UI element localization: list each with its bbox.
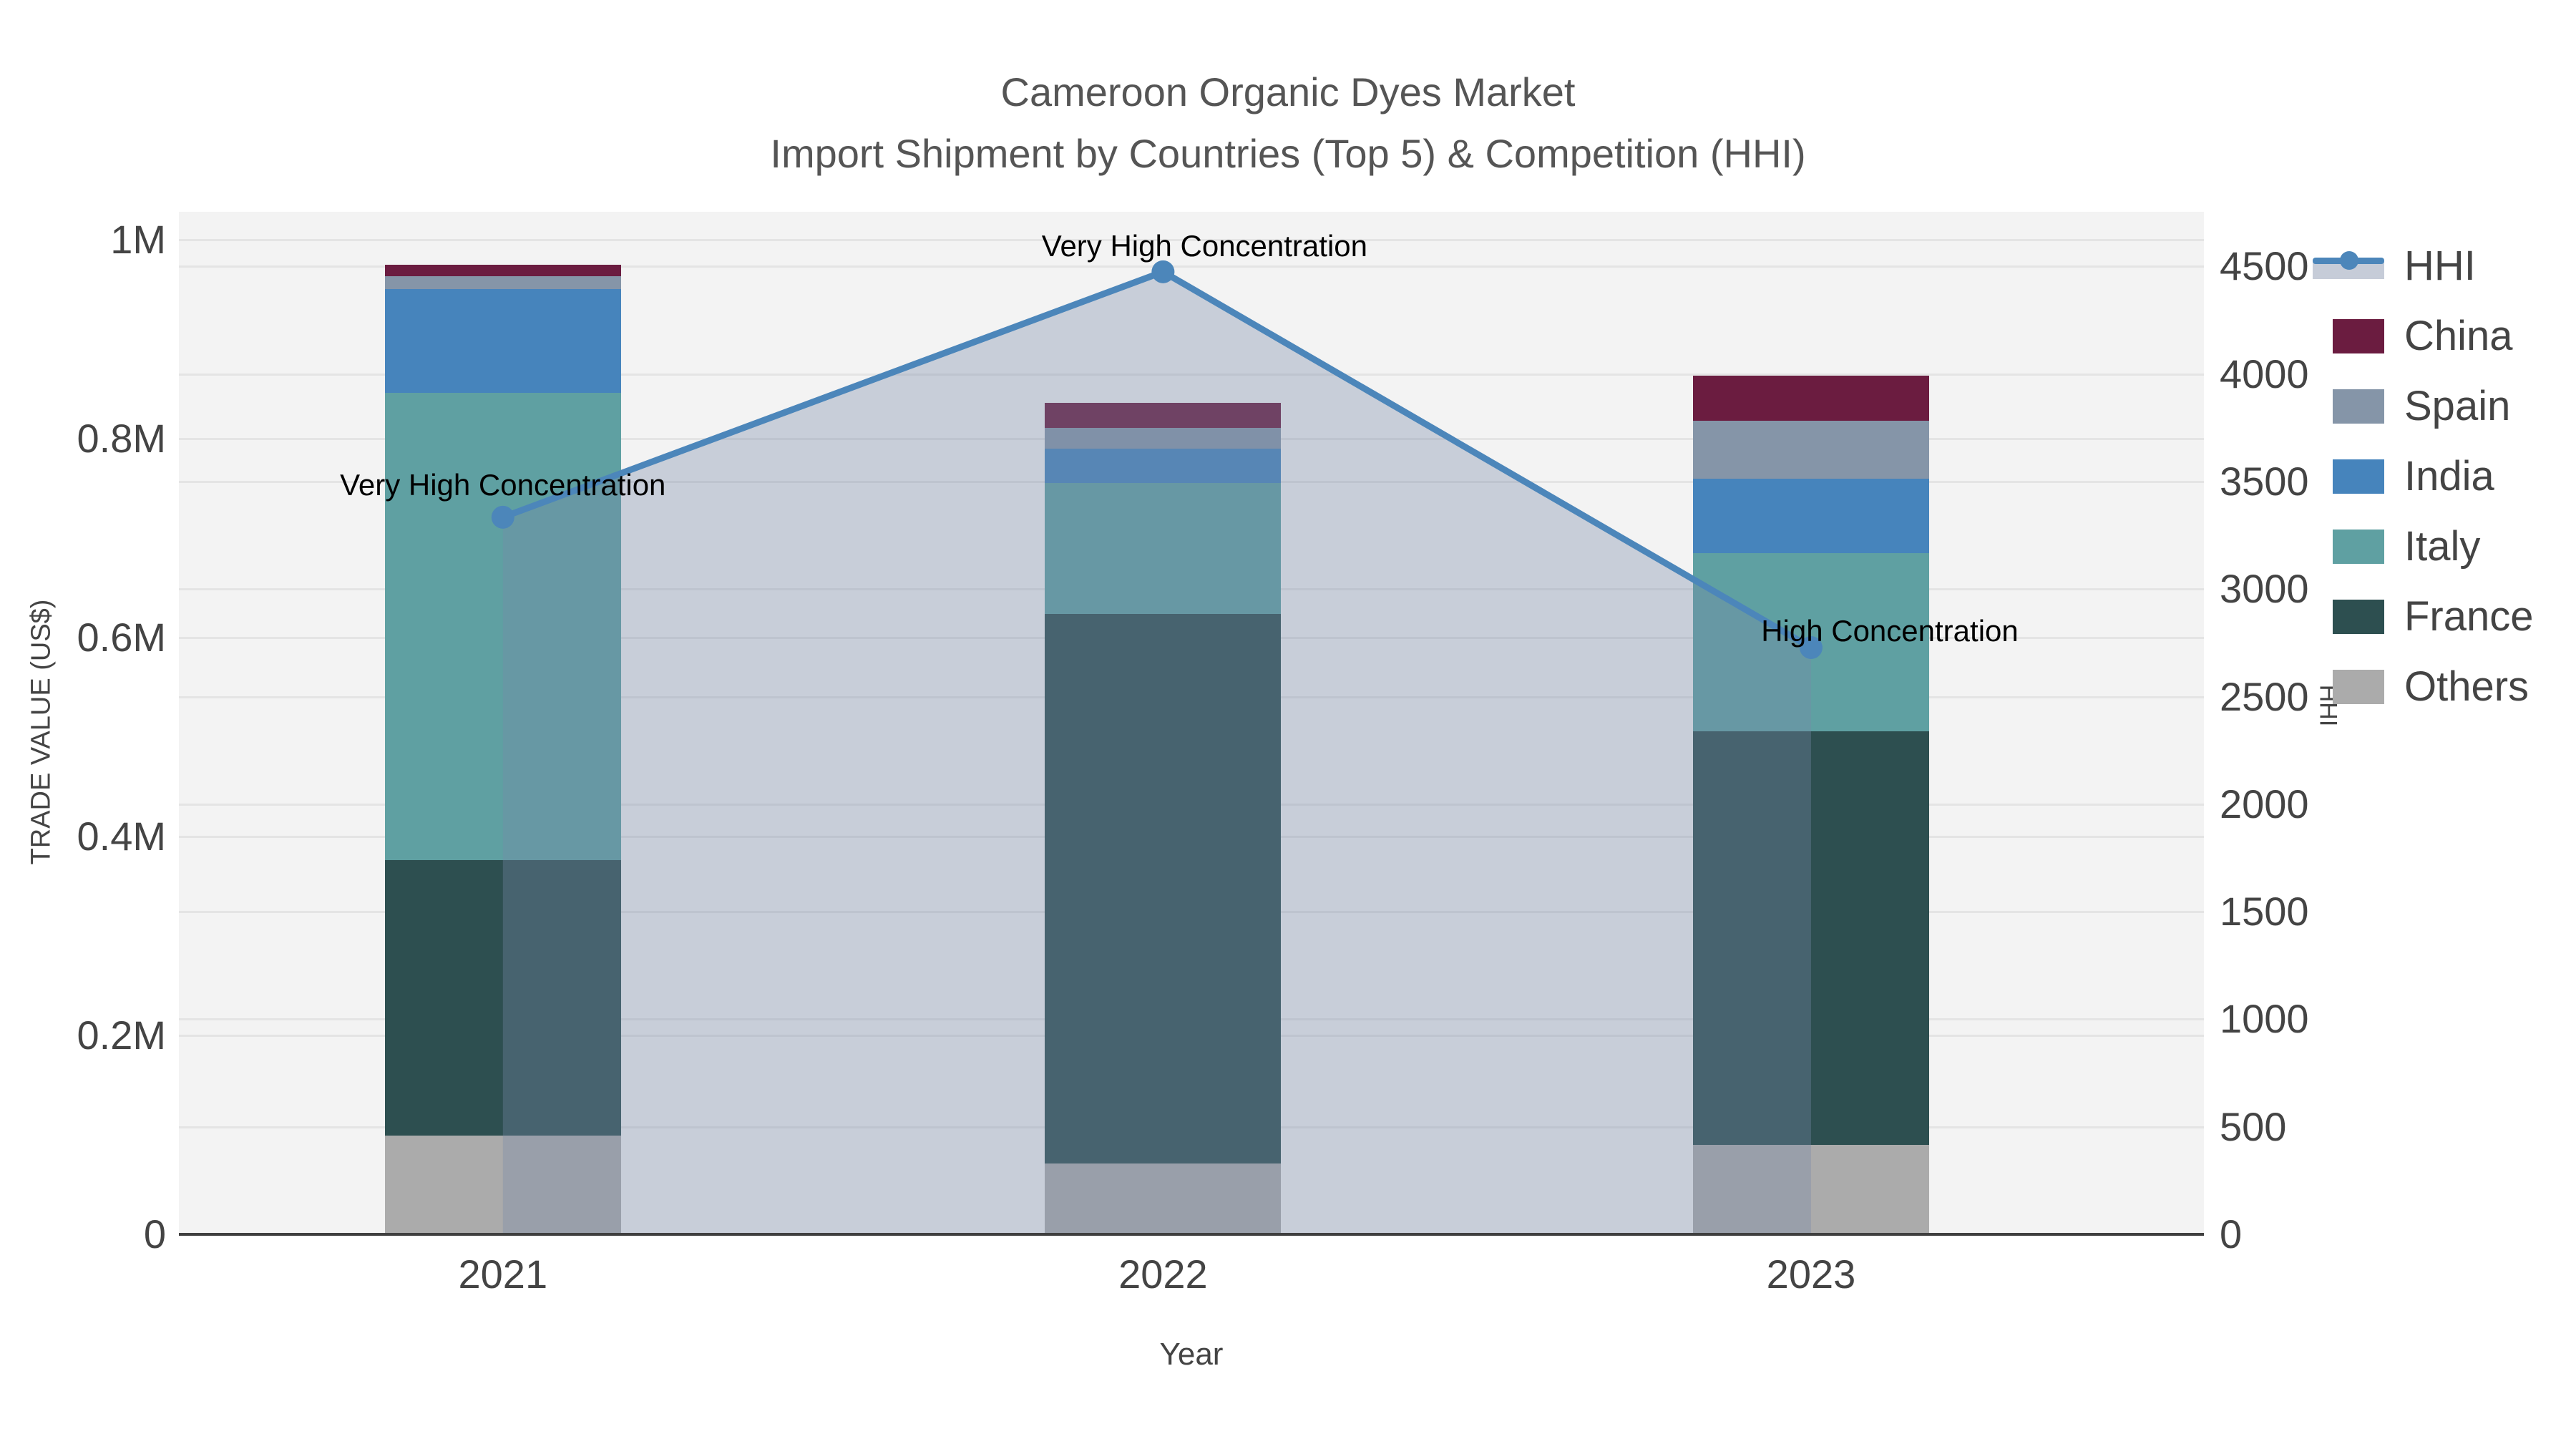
legend-label-italy: Italy <box>2404 523 2481 570</box>
bar-segment-2023-india[interactable] <box>1692 478 1929 553</box>
annotation-2: High Concentration <box>1761 613 2019 648</box>
right-axis-tick-label: 3000 <box>2220 566 2309 612</box>
bar-segment-2021-italy[interactable] <box>384 392 621 861</box>
hhi-marker-2023[interactable] <box>1799 635 1823 659</box>
gridline-right-axis <box>179 265 2204 268</box>
bar-segment-2022-spain[interactable] <box>1045 427 1282 449</box>
legend-swatch-india <box>2333 459 2384 494</box>
chart-title: Cameroon Organic Dyes Market <box>1000 69 1576 114</box>
x-axis-line <box>179 1233 2204 1236</box>
left-axis-tick-label: 0 <box>143 1211 166 1257</box>
legend-label-others: Others <box>2404 663 2529 710</box>
bar-segment-2022-others[interactable] <box>1045 1163 1282 1234</box>
left-axis-tick-label: 0.4M <box>77 813 167 859</box>
annotation-1: Very High Concentration <box>1041 228 1368 263</box>
bar-segment-2022-italy[interactable] <box>1045 483 1282 614</box>
bar-segment-2021-india[interactable] <box>384 289 621 393</box>
hhi-legend-marker-dot <box>2340 251 2358 270</box>
right-axis-tick-label: 1000 <box>2220 996 2309 1042</box>
legend-label-china: China <box>2404 313 2513 359</box>
legend-label-hhi: HHI <box>2404 243 2476 289</box>
bar-segment-2023-france[interactable] <box>1692 731 1929 1145</box>
hhi-area-fill <box>502 271 1811 1234</box>
right-axis-tick-label: 2500 <box>2220 673 2309 719</box>
plot-area <box>179 212 2204 1234</box>
hhi-overlay-svg <box>491 260 1823 1234</box>
bar-segment-2021-china[interactable] <box>384 264 621 277</box>
legend-label-spain: Spain <box>2404 383 2511 429</box>
chart-subtitle: Import Shipment by Countries (Top 5) & C… <box>770 131 1806 176</box>
gridline-right-axis <box>179 373 2204 376</box>
legend-swatch-italy <box>2333 530 2384 564</box>
bar-segment-2022-china[interactable] <box>1045 402 1282 428</box>
legend-label-india: India <box>2404 453 2494 499</box>
bar-segment-2021-france[interactable] <box>384 860 621 1136</box>
left-axis-tick-label: 0.8M <box>77 415 167 461</box>
right-axis-tick-label: 0 <box>2220 1211 2243 1257</box>
right-axis-tick-label: 1500 <box>2220 889 2309 935</box>
legend-swatch-others <box>2333 670 2384 704</box>
right-axis-tick-label: 3500 <box>2220 458 2309 504</box>
right-axis-tick-label: 4000 <box>2220 351 2309 396</box>
bar-segment-2021-others[interactable] <box>384 1136 621 1234</box>
bar-segment-2022-india[interactable] <box>1045 448 1282 484</box>
x-axis-title: Year <box>1159 1337 1224 1372</box>
x-axis-tick-label-2021: 2021 <box>458 1252 548 1297</box>
gridline-left-axis <box>179 238 2204 241</box>
bar-segment-2023-china[interactable] <box>1692 376 1929 421</box>
right-axis-tick-label: 2000 <box>2220 781 2309 826</box>
hhi-legend-line-icon <box>2313 251 2384 279</box>
bar-segment-2023-spain[interactable] <box>1692 420 1929 479</box>
right-axis-tick-label: 500 <box>2220 1103 2287 1149</box>
legend-swatch-china <box>2333 319 2384 353</box>
hhi-marker-2022[interactable] <box>1151 260 1175 283</box>
right-axis-tick-label: 4500 <box>2220 243 2309 289</box>
hhi-marker-2021[interactable] <box>491 505 514 529</box>
bar-segment-2023-others[interactable] <box>1692 1144 1929 1234</box>
bar-segment-2021-spain[interactable] <box>384 276 621 290</box>
legend-label-france: France <box>2404 593 2534 640</box>
legend-swatch-france <box>2333 600 2384 634</box>
left-axis-tick-label: 0.6M <box>77 614 167 660</box>
legend-swatch-spain <box>2333 389 2384 424</box>
bar-segment-2022-france[interactable] <box>1045 613 1282 1164</box>
left-axis-tick-label: 0.2M <box>77 1012 167 1058</box>
x-axis-tick-label-2022: 2022 <box>1118 1252 1208 1297</box>
left-axis-tick-label: 1M <box>110 216 166 262</box>
x-axis-tick-label-2023: 2023 <box>1766 1252 1856 1297</box>
annotation-0: Very High Concentration <box>340 467 666 502</box>
